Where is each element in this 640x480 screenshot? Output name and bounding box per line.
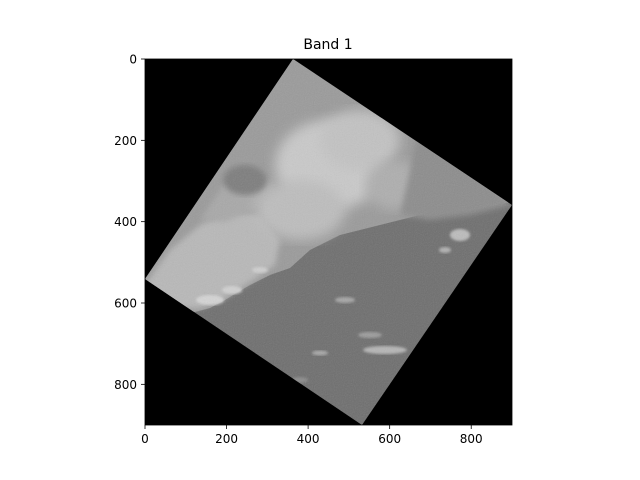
x-tick-label: 0 bbox=[141, 432, 149, 446]
x-tick-label: 400 bbox=[297, 432, 320, 446]
plot-frame bbox=[144, 58, 513, 426]
y-tick-label: 800 bbox=[114, 378, 137, 392]
y-axis: 0 200 400 600 800 bbox=[114, 53, 145, 392]
y-tick-label: 200 bbox=[114, 134, 137, 148]
x-tick-label: 600 bbox=[378, 432, 401, 446]
y-tick-label: 0 bbox=[129, 53, 137, 67]
x-tick-label: 200 bbox=[215, 432, 238, 446]
x-tick-label: 800 bbox=[460, 432, 483, 446]
plot-title: Band 1 bbox=[303, 37, 352, 53]
y-tick-label: 400 bbox=[114, 215, 137, 229]
x-axis: 0 200 400 600 800 bbox=[141, 425, 483, 446]
y-tick-label: 600 bbox=[114, 297, 137, 311]
